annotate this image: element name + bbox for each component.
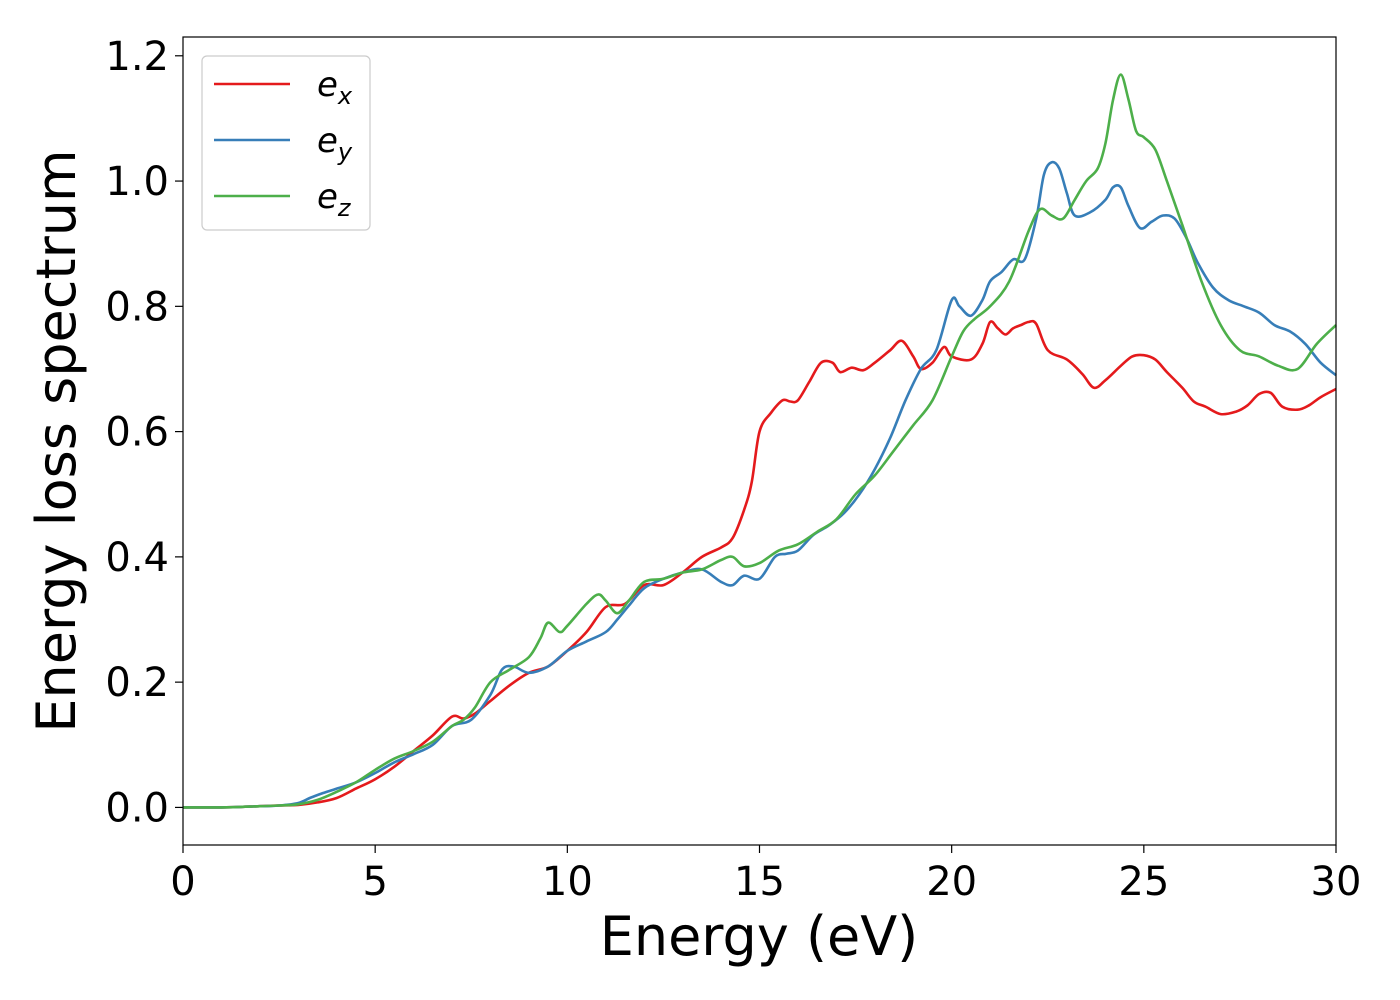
legend-box: [201, 55, 371, 231]
y-tick-label: 0.2: [105, 660, 169, 706]
x-axis-title: Energy (eV): [600, 905, 919, 968]
x-tick-label: 5: [362, 859, 387, 905]
y-axis-ticks: 0.0 0.2 0.4 0.6 0.8 1.0 1.2: [105, 34, 183, 831]
y-tick-label: 1.0: [105, 159, 169, 205]
y-tick-label: 0.4: [105, 535, 169, 581]
x-tick-label: 30: [1311, 859, 1362, 905]
y-tick-label: 0.8: [105, 284, 169, 330]
y-tick-label: 0.0: [105, 785, 169, 831]
series-lines: [182, 73, 1337, 809]
y-axis-title: Energy loss spectrum: [25, 149, 88, 732]
y-tick-label: 1.2: [105, 34, 169, 80]
x-tick-label: 15: [734, 859, 785, 905]
x-tick-label: 20: [926, 859, 977, 905]
x-axis-ticks: 0 5 10 15 20 25 30: [170, 845, 1361, 905]
series-line-z: [182, 73, 1337, 809]
series-line-y: [182, 160, 1337, 809]
x-tick-label: 10: [542, 859, 593, 905]
series-line-x: [182, 319, 1337, 809]
x-tick-label: 0: [170, 859, 195, 905]
x-tick-label: 25: [1118, 859, 1169, 905]
legend-label-z: ez: [317, 177, 352, 222]
y-tick-label: 0.6: [105, 410, 169, 456]
